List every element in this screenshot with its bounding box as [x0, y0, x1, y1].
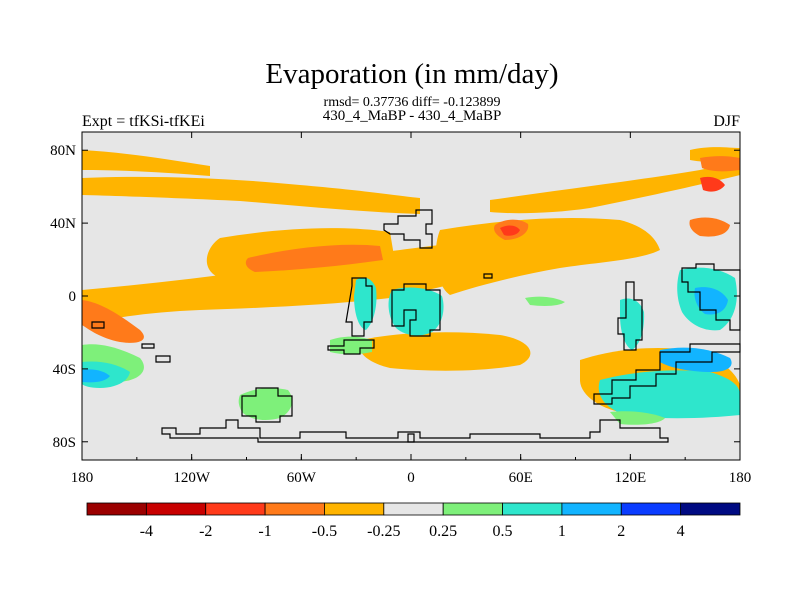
colorbar-box — [680, 502, 741, 516]
negative-band-north — [82, 176, 420, 214]
colorbar-label: 1 — [558, 523, 566, 540]
colorbar-box — [442, 502, 503, 516]
colorbar-label: 0.25 — [429, 523, 457, 540]
x-tick-label: 120E — [614, 470, 646, 486]
colorbar-label: 0.5 — [493, 523, 513, 540]
stats-line: rmsd= 0.37736 diff= -0.123899 — [324, 95, 501, 110]
negative-band-pacific — [82, 242, 510, 325]
map-field — [82, 132, 740, 460]
positive-far-south-green — [610, 411, 665, 425]
y-tick-label: 80S — [53, 435, 76, 451]
land-outline-small-island-pacific — [141, 343, 155, 349]
x-tick-label: 0 — [407, 470, 415, 486]
colorbar-label: -2 — [199, 523, 212, 540]
chart-subtitle: 430_4_MaBP - 430_4_MaBP — [323, 108, 502, 124]
colorbar-label: -4 — [140, 523, 153, 540]
land-outline-atlantic-box — [391, 283, 441, 337]
colorbar-label: -0.5 — [312, 523, 337, 540]
negative-band-north-2 — [82, 150, 210, 176]
colorbar-box — [86, 502, 147, 516]
land-outline-caribbean — [483, 273, 493, 279]
colorbar-box — [383, 502, 444, 516]
x-tick-label: 120W — [173, 470, 211, 486]
colorbar: -4 -2 -1 -0.5 -0.25 0.25 0.5 1 2 4 — [86, 502, 741, 540]
chart-title: Evaporation (in mm/day) — [265, 58, 558, 90]
colorbar-box — [620, 502, 682, 516]
land-outline-indonesia — [617, 281, 643, 351]
colorbar-box — [502, 502, 563, 516]
positive-south-pacific-teal — [598, 370, 740, 419]
axes: 180 120W 60W 0 60E 120E 180 80N 40N 0 40S 80S — [50, 132, 751, 486]
land-outline-drake — [407, 433, 415, 443]
colorbar-label: -0.25 — [367, 523, 400, 540]
land-outline-west-pacific — [681, 263, 741, 331]
positive-blue-south-west — [82, 369, 110, 383]
y-tick-label: 80N — [50, 143, 76, 159]
land-outline-atlantic-small — [327, 339, 375, 355]
land-outline-south-america — [241, 387, 293, 423]
strong-negative-pacific — [245, 244, 383, 272]
experiment-label: Expt = tfKSi-tfKEi — [82, 113, 205, 130]
land-outline-north-america — [383, 209, 433, 249]
colorbar-box — [205, 502, 266, 516]
land-outline-small-island-west — [91, 321, 105, 329]
land-outline-small-island-sw — [155, 355, 171, 363]
x-tick-label: 180 — [71, 470, 94, 486]
y-tick-label: 40S — [53, 362, 76, 378]
negative-southwest — [82, 300, 144, 343]
strong-negative-atlantic — [500, 225, 520, 236]
positive-west-pacific-blue — [694, 287, 728, 315]
y-tick-label: 40N — [50, 216, 76, 232]
colorbar-box — [324, 502, 385, 516]
negative-north-pacific-east — [689, 217, 730, 237]
land-outline-antarctica — [161, 419, 669, 443]
positive-south-pacific-blue — [660, 347, 732, 372]
land-outline-west-africa — [345, 277, 373, 337]
negative-north-pacific-band — [700, 156, 740, 172]
strong-negative-north-pacific — [700, 176, 725, 192]
positive-south-america — [238, 387, 293, 420]
x-tick-label: 180 — [729, 470, 752, 486]
y-tick-label: 0 — [69, 289, 77, 305]
x-tick-label: 60E — [509, 470, 533, 486]
colorbar-label: 2 — [617, 523, 625, 540]
negative-south-indian — [358, 332, 531, 371]
positive-east-tropics-green — [525, 296, 565, 306]
colorbar-box — [264, 502, 325, 516]
colorbar-box — [145, 502, 207, 516]
colorbar-label: 4 — [677, 523, 685, 540]
colorbar-label: -1 — [258, 523, 271, 540]
colorbar-box — [561, 502, 622, 516]
x-tick-label: 60W — [287, 470, 317, 486]
positive-west-africa-teal — [354, 277, 377, 330]
negative-band-north-east — [490, 158, 740, 214]
season-label: DJF — [713, 113, 740, 130]
